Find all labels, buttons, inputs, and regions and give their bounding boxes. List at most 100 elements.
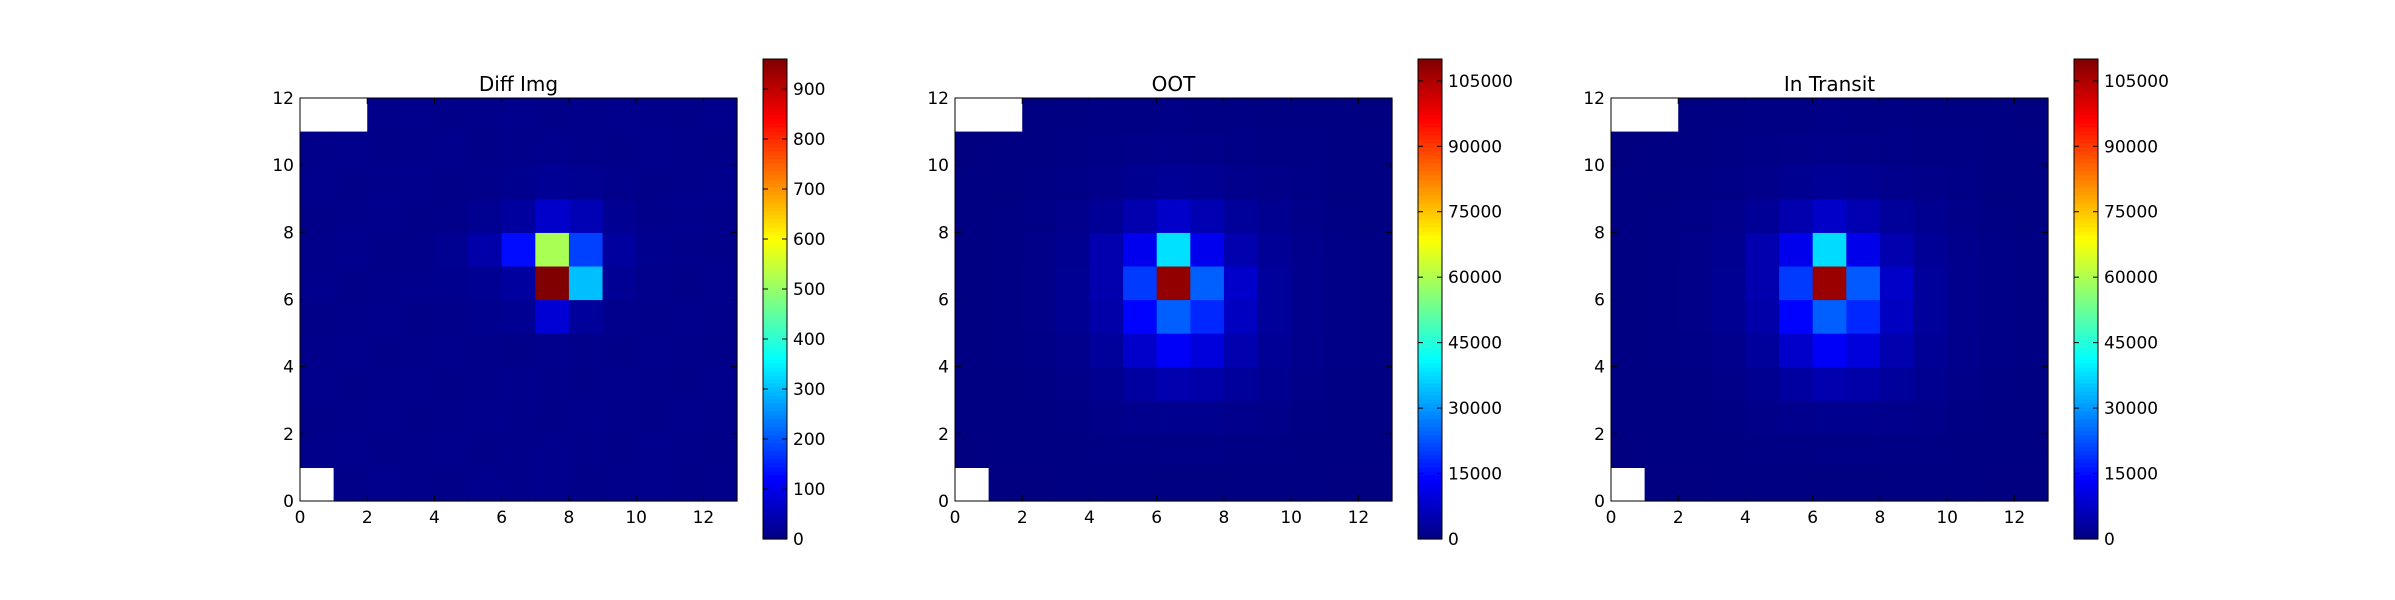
colorbar-band — [763, 175, 787, 180]
colorbar-band — [2074, 319, 2098, 324]
heatmap-cell — [468, 232, 503, 267]
y-tick-label: 4 — [283, 358, 294, 378]
heatmap-cell — [1055, 467, 1091, 502]
colorbar-band — [763, 267, 787, 272]
colorbar-tick-label: 800 — [793, 130, 825, 150]
heatmap-cell — [988, 433, 1023, 469]
heatmap-cell — [1358, 98, 1393, 133]
y-tick-label: 10 — [927, 156, 949, 176]
heatmap-cell — [1257, 333, 1292, 368]
heatmap-cell — [1055, 366, 1091, 401]
heatmap-cell — [1223, 265, 1259, 301]
heatmap-cell — [1913, 98, 1948, 133]
colorbar-band — [2074, 515, 2098, 520]
heatmap-cell — [1358, 333, 1393, 368]
colorbar-band — [2074, 307, 2098, 312]
colorbar-tick-label: 45000 — [2104, 334, 2158, 354]
heatmap-cell — [1812, 98, 1847, 133]
heatmap-cell — [955, 433, 990, 469]
y-tick-label: 6 — [1594, 291, 1605, 311]
x-tick-label: 0 — [295, 508, 306, 528]
colorbar-band — [763, 167, 787, 172]
colorbar-band — [1418, 315, 1442, 320]
colorbar-band — [1418, 159, 1442, 164]
heatmap-cell — [669, 265, 704, 301]
heatmap-cell — [636, 333, 671, 368]
colorbar-band — [763, 323, 787, 328]
colorbar-band — [1418, 431, 1442, 436]
heatmap-cell — [568, 366, 604, 401]
heatmap-cell — [602, 400, 637, 435]
heatmap-cell — [1055, 400, 1091, 435]
heatmap-cell — [367, 232, 402, 267]
heatmap-cell — [1745, 400, 1780, 435]
heatmap-cell — [1846, 433, 1881, 469]
heatmap-cell — [1980, 400, 2015, 435]
heatmap-cell — [468, 366, 503, 401]
heatmap-cell — [568, 232, 604, 267]
heatmap-cell — [1779, 299, 1814, 334]
colorbar-band — [2074, 227, 2098, 232]
heatmap-cell — [1846, 265, 1881, 301]
heatmap-cell — [1879, 265, 1915, 301]
colorbar-band — [2074, 451, 2098, 456]
colorbar-band — [1418, 167, 1442, 172]
heatmap-cell — [1879, 299, 1915, 334]
colorbar-band — [1418, 251, 1442, 256]
colorbar-band — [1418, 111, 1442, 116]
heatmap-cell — [1022, 198, 1057, 233]
heatmap-cell — [1123, 98, 1158, 133]
colorbar-band — [763, 231, 787, 236]
colorbar-band — [2074, 459, 2098, 464]
heatmap-cell — [1089, 265, 1124, 301]
heatmap-cell — [501, 198, 536, 233]
colorbar-band — [763, 243, 787, 248]
colorbar-band — [763, 259, 787, 264]
colorbar-band — [1418, 263, 1442, 268]
colorbar-band — [2074, 279, 2098, 284]
colorbar-band — [763, 179, 787, 184]
x-tick-label: 4 — [429, 508, 440, 528]
colorbar-band — [2074, 295, 2098, 300]
colorbar-tick-label: 60000 — [1448, 268, 1502, 288]
heatmap-cell — [2014, 333, 2049, 368]
heatmap-cell — [703, 232, 738, 267]
colorbar-band — [763, 111, 787, 116]
y-tick-label: 2 — [1594, 425, 1605, 445]
heatmap-cell — [1291, 333, 1326, 368]
heatmap-cell — [1291, 366, 1326, 401]
heatmap-cell — [468, 467, 503, 502]
heatmap-cell — [2014, 165, 2049, 200]
heatmap-cell — [1358, 165, 1393, 200]
heatmap-cell — [367, 198, 402, 233]
heatmap-cell — [955, 299, 990, 334]
heatmap-cell — [1779, 98, 1814, 133]
colorbar-band — [2074, 71, 2098, 76]
heatmap-cell — [1779, 366, 1814, 401]
heatmap-cell — [468, 333, 503, 368]
colorbar-band — [2074, 435, 2098, 440]
heatmap-cell — [1947, 299, 1982, 334]
heatmap-cell — [468, 299, 503, 334]
heatmap-cell — [1711, 198, 1747, 233]
colorbar-band — [1418, 87, 1442, 92]
colorbar-band — [2074, 371, 2098, 376]
colorbar-band — [763, 91, 787, 96]
colorbar-band — [763, 219, 787, 224]
colorbar-band — [1418, 147, 1442, 152]
x-tick-label: 10 — [1280, 508, 1302, 528]
colorbar-band — [1418, 399, 1442, 404]
heatmap-cell — [955, 198, 990, 233]
heatmap-cell — [988, 265, 1023, 301]
heatmap-cell — [1745, 467, 1780, 502]
heatmap-cell — [1123, 198, 1158, 233]
heatmap-cell — [1022, 98, 1057, 133]
heatmap-cell — [1947, 232, 1982, 267]
colorbar-band — [763, 303, 787, 308]
colorbar-band — [2074, 323, 2098, 328]
colorbar-band — [1418, 59, 1442, 64]
heatmap-cell — [2014, 131, 2049, 166]
heatmap-cell — [367, 333, 402, 368]
heatmap-cell — [2014, 366, 2049, 401]
colorbar-band — [2074, 247, 2098, 252]
